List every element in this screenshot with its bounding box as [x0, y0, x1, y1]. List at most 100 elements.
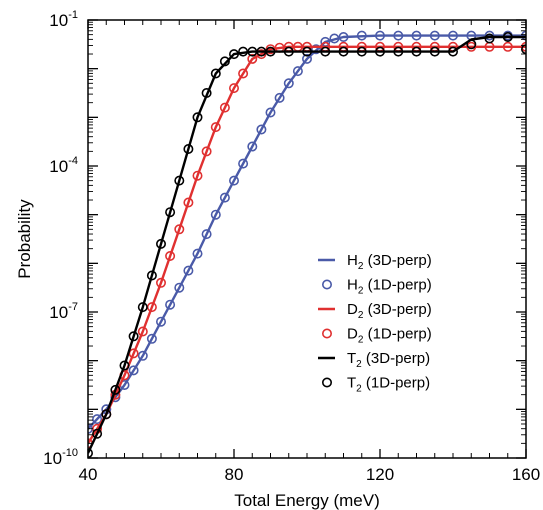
data-point-h2-1d-perp	[238, 158, 249, 169]
data-point-t2-1d-perp	[183, 144, 194, 155]
data-point-h2-1d-perp	[274, 92, 285, 103]
data-point-h2-1d-perp	[156, 316, 167, 327]
series-line-d2-3d-perp	[88, 45, 526, 445]
data-point-t2-1d-perp	[192, 112, 203, 123]
data-point-t2-1d-perp	[92, 428, 103, 439]
data-point-t2-1d-perp	[146, 270, 157, 281]
data-point-t2-1d-perp	[429, 46, 440, 57]
data-point-t2-1d-perp	[374, 46, 385, 57]
series-markers-d2-1d-perp	[88, 41, 526, 449]
data-point-h2-1d-perp	[92, 414, 103, 425]
data-point-h2-1d-perp	[283, 78, 294, 89]
data-point-t2-1d-perp	[219, 56, 230, 67]
data-point-h2-1d-perp	[301, 53, 312, 64]
x-tick-label: 80	[225, 465, 244, 484]
data-point-h2-1d-perp	[338, 31, 349, 42]
data-point-h2-1d-perp	[329, 33, 340, 44]
series-markers-h2-1d-perp	[88, 30, 526, 434]
data-point-h2-1d-perp	[210, 209, 221, 220]
data-point-h2-1d-perp	[484, 30, 495, 41]
data-point-t2-1d-perp	[301, 46, 312, 57]
legend-label-t2-3d-perp: T2 (3D-perp)	[347, 350, 430, 370]
data-point-d2-1d-perp	[210, 122, 221, 133]
data-point-t2-1d-perp	[265, 46, 276, 57]
data-point-t2-1d-perp	[393, 46, 404, 57]
data-point-t2-1d-perp	[119, 360, 130, 371]
legend-label-d2-3d-perp: D2 (3D-perp)	[347, 301, 432, 321]
data-point-t2-1d-perp	[338, 46, 349, 57]
series-markers-t2-1d-perp	[88, 31, 526, 458]
data-point-h2-1d-perp	[447, 30, 458, 41]
data-point-t2-1d-perp	[320, 46, 331, 57]
legend-swatch-h2-1d-perp	[321, 279, 332, 290]
y-axis-title: Probability	[15, 199, 34, 279]
data-point-h2-1d-perp	[411, 30, 422, 41]
data-point-t2-1d-perp	[137, 302, 148, 313]
x-tick-label: 40	[79, 465, 98, 484]
legend-label-h2-1d-perp: H2 (1D-perp)	[347, 277, 432, 297]
plot-frame	[87, 19, 527, 459]
data-point-d2-1d-perp	[229, 83, 240, 94]
data-point-d2-1d-perp	[247, 53, 258, 64]
data-point-t2-1d-perp	[210, 68, 221, 79]
data-point-d2-1d-perp	[174, 224, 185, 235]
data-point-d2-1d-perp	[502, 41, 513, 52]
data-point-d2-1d-perp	[165, 251, 176, 262]
y-tick-label: 10-1	[49, 9, 78, 30]
data-point-h2-1d-perp	[356, 30, 367, 41]
data-point-t2-1d-perp	[128, 331, 139, 342]
data-point-t2-1d-perp	[502, 31, 513, 42]
data-point-t2-1d-perp	[447, 46, 458, 57]
data-point-t2-1d-perp	[110, 384, 121, 395]
data-point-h2-1d-perp	[174, 282, 185, 293]
data-point-d2-1d-perp	[201, 146, 212, 157]
data-point-d2-1d-perp	[192, 170, 203, 181]
data-point-h2-1d-perp	[256, 124, 267, 135]
data-point-d2-1d-perp	[183, 197, 194, 208]
legend-swatch-t2-1d-perp	[321, 377, 332, 388]
data-point-t2-1d-perp	[356, 46, 367, 57]
series-layer	[88, 30, 526, 458]
data-point-t2-1d-perp	[174, 175, 185, 186]
y-tick-label: 10-7	[49, 301, 78, 322]
data-point-h2-1d-perp	[374, 30, 385, 41]
legend-swatch-d2-1d-perp	[321, 328, 332, 339]
data-point-h2-1d-perp	[247, 141, 258, 152]
data-point-h2-1d-perp	[192, 248, 203, 259]
data-point-h2-1d-perp	[128, 365, 139, 376]
data-point-h2-1d-perp	[393, 30, 404, 41]
legend: H2 (3D-perp) H2 (1D-perp) D2 (3D-perp) D2 (…	[318, 252, 432, 395]
x-tick-label: 120	[366, 465, 394, 484]
data-point-h2-1d-perp	[201, 229, 212, 240]
data-point-h2-1d-perp	[219, 192, 230, 203]
data-point-h2-1d-perp	[311, 44, 322, 55]
data-point-t2-1d-perp	[201, 88, 212, 99]
series-line-h2-3d-perp	[88, 34, 526, 430]
data-point-t2-1d-perp	[466, 39, 477, 50]
y-tick-label: 10-4	[49, 155, 78, 176]
x-axis-title: Total Energy (meV)	[234, 491, 380, 510]
data-point-t2-1d-perp	[156, 238, 167, 249]
data-point-h2-1d-perp	[265, 107, 276, 118]
data-point-h2-1d-perp	[146, 333, 157, 344]
ticks-layer: 40 80 120 160 10-10 10-7 10-4 10-1	[43, 9, 540, 484]
series-line-t2-3d-perp	[88, 35, 526, 454]
data-point-h2-1d-perp	[165, 299, 176, 310]
data-point-h2-1d-perp	[229, 175, 240, 186]
data-point-h2-1d-perp	[137, 350, 148, 361]
x-tick-label: 160	[512, 465, 540, 484]
data-point-t2-1d-perp	[229, 49, 240, 60]
data-point-t2-1d-perp	[101, 409, 112, 420]
data-point-d2-1d-perp	[238, 68, 249, 79]
y-tick-label: 10-10	[43, 447, 78, 468]
data-point-t2-1d-perp	[411, 46, 422, 57]
data-point-d2-1d-perp	[137, 326, 148, 337]
legend-label-t2-1d-perp: T2 (1D-perp)	[347, 375, 430, 395]
data-point-h2-1d-perp	[183, 265, 194, 276]
legend-label-h2-3d-perp: H2 (3D-perp)	[347, 252, 432, 272]
legend-label-d2-1d-perp: D2 (1D-perp)	[347, 326, 432, 346]
data-point-d2-1d-perp	[219, 102, 230, 113]
data-point-h2-1d-perp	[429, 30, 440, 41]
data-point-t2-1d-perp	[165, 207, 176, 218]
